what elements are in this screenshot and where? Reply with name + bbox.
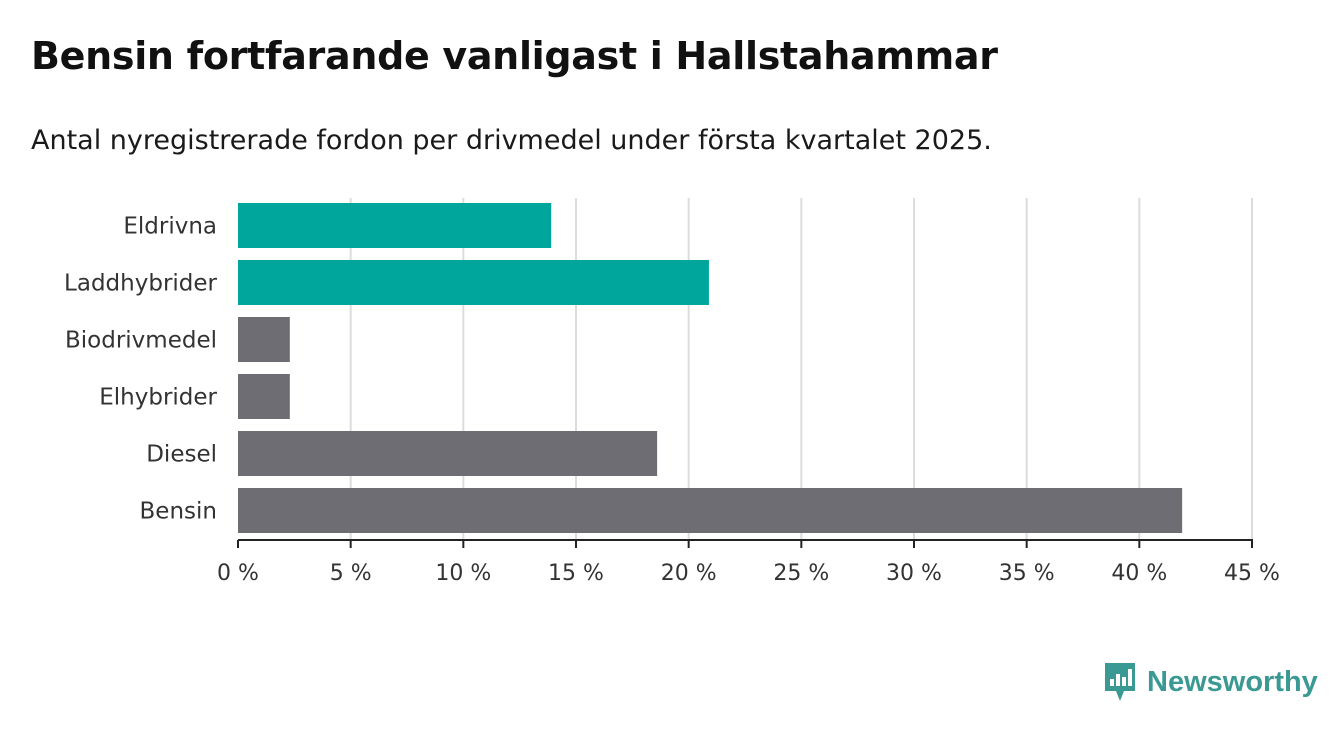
gridlines	[349, 198, 1253, 540]
category-label: Laddhybrider	[64, 271, 217, 297]
category-label: Diesel	[146, 442, 217, 468]
newsworthy-logo-icon	[1105, 663, 1135, 701]
category-label: Biodrivmedel	[65, 328, 217, 354]
x-tick-label: 0 %	[217, 561, 259, 586]
chart-subtitle: Antal nyregistrerade fordon per drivmede…	[31, 125, 992, 156]
brand-name: Newsworthy	[1147, 665, 1318, 698]
bar-bensin	[238, 488, 1183, 533]
bar-biodrivmedel	[238, 317, 290, 362]
bar-elhybrider	[238, 374, 290, 419]
x-tick-label: 5 %	[330, 561, 372, 586]
category-labels: Eldrivna Laddhybrider Biodrivmedel Elhybrid…	[64, 214, 217, 525]
brand-logo[interactable]: Newsworthy	[1103, 660, 1318, 704]
category-label: Elhybrider	[99, 385, 217, 411]
bar-chart: Eldrivna Laddhybrider Biodrivmedel Elhybrid…	[64, 198, 1280, 586]
bar-diesel	[238, 431, 658, 476]
x-axis: 0 % 5 % 10 % 15 % 20 % 25 % 30 % 35 % 40 % 45 %	[217, 539, 1280, 586]
x-tick-label: 20 %	[661, 561, 717, 586]
bar-laddhybrider	[238, 260, 709, 305]
x-tick-label: 10 %	[435, 561, 491, 586]
x-tick-label: 25 %	[773, 561, 829, 586]
bar-eldrivna	[238, 203, 552, 248]
x-tick-label: 35 %	[999, 561, 1055, 586]
x-tick-label: 15 %	[548, 561, 604, 586]
x-tick-label: 40 %	[1111, 561, 1167, 586]
category-label: Bensin	[140, 499, 217, 525]
bars	[238, 203, 1183, 533]
x-tick-label: 45 %	[1224, 561, 1280, 586]
category-label: Eldrivna	[123, 214, 217, 240]
x-tick-label: 30 %	[886, 561, 942, 586]
chart-title: Bensin fortfarande vanligast i Hallstaha…	[31, 34, 998, 78]
